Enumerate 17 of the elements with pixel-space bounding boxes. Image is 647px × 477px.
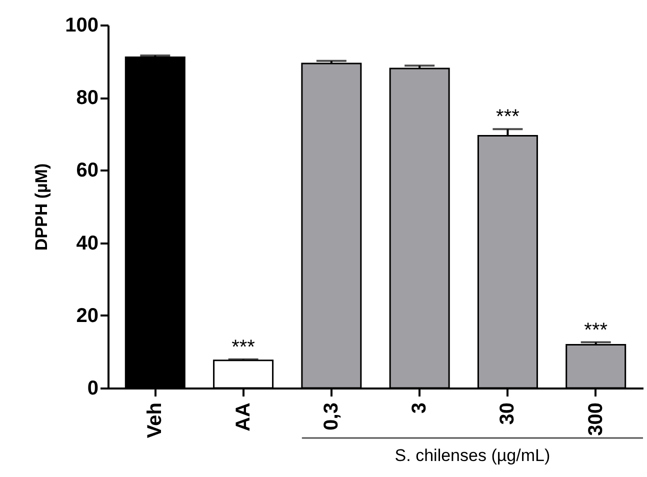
x-axis-title: S. chilenses (µg/mL): [394, 446, 550, 465]
x-tick-label: 300: [584, 402, 607, 436]
annotation: ***: [232, 336, 256, 358]
annotation: ***: [584, 319, 608, 342]
y-tick-label: 60: [76, 160, 98, 182]
y-tick-label: 40: [76, 232, 98, 254]
x-tick-label: 30: [496, 402, 519, 425]
y-tick-label: 100: [65, 14, 98, 36]
x-tick-label: AA: [232, 402, 254, 432]
x-tick-label: Veh: [144, 402, 166, 438]
y-tick-label: 80: [76, 87, 98, 110]
x-tick-label: 3: [408, 402, 431, 414]
y-axis-title: DPPH (µM): [32, 163, 52, 251]
x-tick-label: 0,3: [320, 402, 342, 430]
y-tick-label: 20: [76, 304, 98, 327]
y-tick-label: 0: [87, 378, 98, 400]
annotation: ***: [496, 106, 520, 128]
